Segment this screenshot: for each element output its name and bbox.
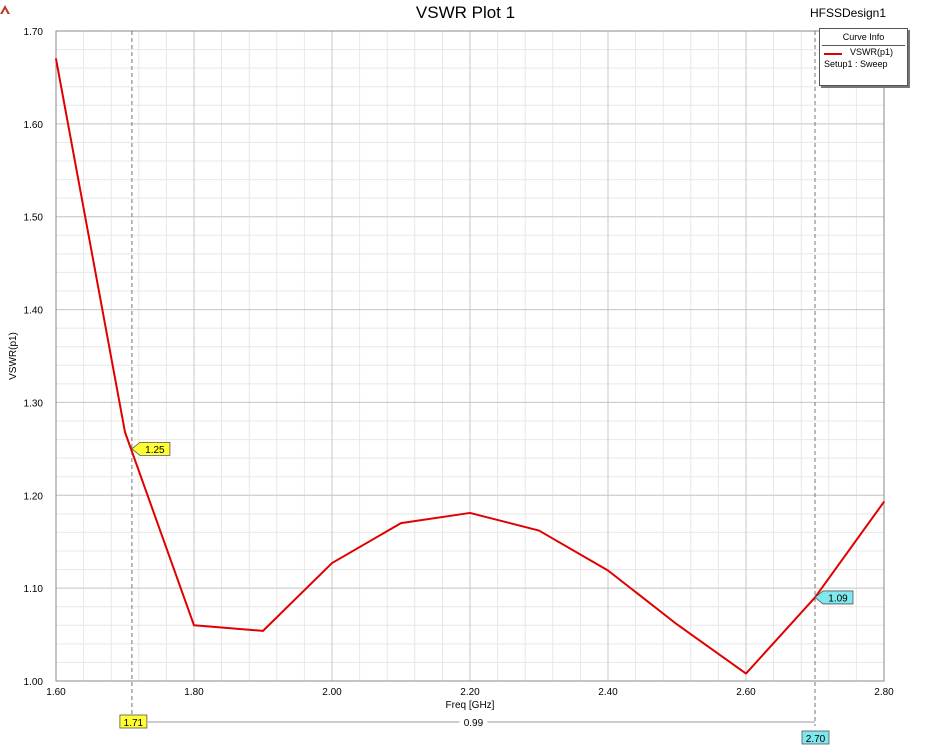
series-point: [193, 624, 195, 627]
x-tick-label: 2.80: [874, 687, 894, 698]
series-point: [607, 569, 609, 572]
x-tick-labels: 1.60 1.80 2.00 2.20 2.40 2.60 2.80: [46, 687, 894, 698]
curve-info-legend[interactable]: Curve Info VSWR(p1) Setup1 : Sweep: [819, 28, 908, 86]
series-point: [469, 512, 471, 514]
major-grid: [55, 30, 885, 682]
delta-label-bg: [459, 715, 488, 728]
legend-series-label: VSWR(p1): [850, 47, 894, 57]
x-tick-label: 2.40: [598, 687, 618, 698]
legend-divider: [822, 45, 905, 46]
marker-x-box-1: [119, 714, 148, 729]
marker-value-flag: 1.09: [814, 590, 854, 605]
x-tick-label: 1.60: [46, 687, 66, 698]
y-axis-label: VSWR(p1): [8, 332, 19, 380]
series-point: [262, 630, 264, 632]
series-point: [538, 529, 540, 532]
y-tick-label: 1.60: [24, 120, 44, 131]
marker-lines: [131, 31, 816, 726]
series-point: [331, 562, 333, 564]
y-tick-label: 1.50: [24, 213, 44, 224]
series-point: [55, 58, 57, 60]
series-point: [124, 431, 126, 433]
marker-delta-bar: 1.71 2.70 0.99: [119, 714, 830, 745]
marker-x-label-2: 2.70: [806, 734, 826, 745]
y-tick-labels: 1.00 1.10 1.20 1.30 1.40 1.50 1.60 1.70: [24, 27, 44, 688]
y-tick-label: 1.40: [24, 306, 44, 317]
x-tick-label: 1.80: [184, 687, 204, 698]
marker-x-box-2: [801, 730, 830, 745]
series-point: [400, 522, 402, 524]
chart-title: VSWR Plot 1: [415, 3, 516, 22]
y-tick-label: 1.00: [24, 677, 44, 688]
y-tick-label: 1.70: [24, 27, 44, 38]
marker-value-label: 1.09: [828, 593, 848, 604]
y-tick-label: 1.10: [24, 584, 44, 595]
marker-x-label-1: 1.71: [124, 718, 144, 729]
y-tick-label: 1.20: [24, 491, 44, 502]
x-tick-label: 2.20: [460, 687, 480, 698]
marker-value-flag: 1.25: [131, 441, 171, 456]
x-tick-label: 2.60: [736, 687, 756, 698]
series-point: [745, 672, 747, 675]
ansys-triangle-icon: [0, 5, 10, 14]
legend-setup-label: Setup1 : Sweep: [824, 59, 888, 69]
legend-title: Curve Info: [842, 32, 885, 42]
series-point: [676, 623, 678, 626]
delta-label: 0.99: [464, 718, 484, 729]
marker-value-box: [814, 590, 854, 605]
marker-value-label: 1.25: [145, 445, 165, 456]
y-tick-label: 1.30: [24, 398, 44, 409]
legend-swatch: [824, 53, 842, 55]
design-name: HFSSDesign1: [809, 6, 886, 20]
x-axis-label: Freq [GHz]: [446, 700, 495, 711]
series-point: [883, 500, 885, 503]
plot-frame: [55, 30, 885, 682]
marker-flags[interactable]: 1.25 1.09: [131, 441, 854, 605]
marker-value-box: [131, 441, 171, 456]
x-tick-label: 2.00: [322, 687, 342, 698]
